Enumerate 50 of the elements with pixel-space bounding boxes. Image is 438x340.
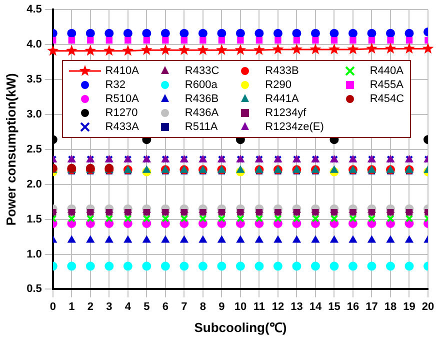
- legend-label: R436A: [184, 106, 219, 119]
- y-tick-label: 4.5: [26, 4, 42, 16]
- x-tick-label: 10: [234, 300, 247, 313]
- x-tick-label: 19: [403, 300, 416, 313]
- legend-label: R455A: [370, 78, 404, 91]
- legend-label: R290: [265, 78, 292, 91]
- x-tick-label: 9: [218, 300, 225, 313]
- x-tick-label: 17: [366, 300, 378, 313]
- x-tick-label: 5: [144, 300, 150, 313]
- legend-label: R441A: [265, 92, 299, 105]
- x-tick-label: 12: [272, 300, 284, 313]
- legend-label: R440A: [370, 64, 404, 77]
- x-tick-label: 15: [328, 300, 340, 313]
- legend-label: R32: [105, 78, 126, 91]
- legend-label: R511A: [184, 120, 218, 133]
- x-tick-label: 1: [68, 300, 75, 313]
- y-axis-title: Power consumption(kW): [3, 73, 18, 226]
- legend-label: R433A: [105, 120, 139, 133]
- y-tick-label: 1.0: [26, 248, 42, 260]
- y-tick-label: 1.5: [26, 213, 42, 226]
- legend-label: R433B: [265, 64, 299, 77]
- legend-label: R1234yf: [265, 106, 306, 119]
- x-tick-label: 16: [346, 300, 360, 313]
- x-tick-label: 7: [181, 300, 188, 313]
- legend-label: R410A: [105, 64, 139, 77]
- x-tick-label: 13: [290, 300, 303, 313]
- x-tick-label: 8: [200, 300, 206, 313]
- x-tick-label: 18: [384, 300, 397, 313]
- legend-label: R1270: [105, 106, 138, 119]
- y-tick-label: 2.0: [26, 178, 42, 190]
- x-axis-title: Subcooling(℃): [194, 320, 287, 335]
- legend-label: R454C: [370, 92, 404, 105]
- x-tick-label: 14: [309, 300, 322, 313]
- x-tick-label: 11: [253, 300, 266, 313]
- x-tick-label: 0: [50, 300, 56, 313]
- x-tick-label: 6: [162, 300, 168, 313]
- x-tick-label: 20: [422, 300, 434, 313]
- x-tick-label: 3: [106, 300, 112, 313]
- legend-label: R433C: [184, 64, 220, 77]
- y-tick-label: 3.5: [26, 74, 42, 86]
- x-tick-label: 2: [87, 300, 94, 313]
- legend-label: R600a: [184, 78, 218, 91]
- y-tick-label: 0.5: [26, 283, 42, 296]
- y-tick-label: 2.5: [26, 143, 42, 156]
- y-tick-label: 4.0: [26, 38, 42, 51]
- legend-label: R510A: [105, 92, 139, 105]
- x-tick-label: 4: [124, 300, 132, 313]
- y-tick-label: 3.0: [26, 108, 42, 120]
- legend-label: R436B: [184, 92, 219, 105]
- legend-label: R1234ze(E): [265, 120, 324, 133]
